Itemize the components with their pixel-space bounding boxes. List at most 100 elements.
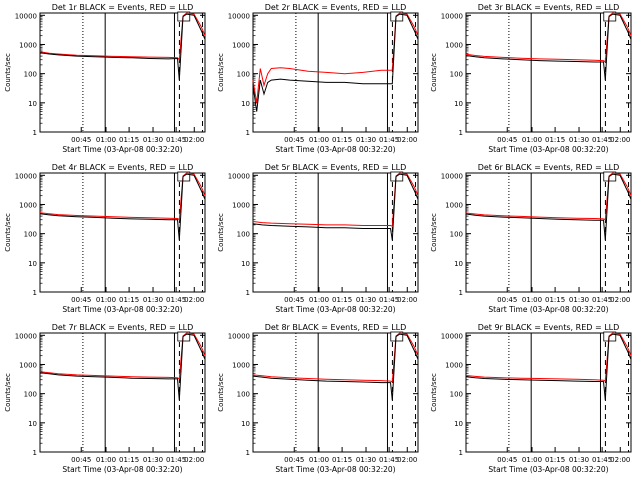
- y-tick-label: 10000: [15, 12, 37, 20]
- series-line-lld: [252, 172, 419, 227]
- x-tick-label: 01:00: [309, 456, 329, 464]
- chart-svg: Det 7r BLACK = Events, RED = LLD 1 10 100 10…: [4, 323, 206, 474]
- plot-frame: [39, 12, 206, 133]
- x-axis-label: Start Time (03-Apr-08 00:32:20): [488, 465, 608, 474]
- y-tick-label: 10000: [441, 12, 463, 20]
- series-line-lld: [252, 12, 419, 103]
- detector-panel-9: Det 9r BLACK = Events, RED = LLD 1 10 100 10…: [426, 320, 639, 480]
- y-tick-label: 100: [237, 391, 250, 399]
- y-tick-label: 10: [454, 260, 463, 268]
- series-line-lld: [465, 12, 632, 63]
- detector-panel-1: Det 1r BLACK = Events, RED = LLD 1 10 100 10…: [0, 0, 213, 160]
- series-line-events: [465, 173, 632, 241]
- x-tick-label: 02:00: [397, 456, 417, 464]
- y-tick-label: 1000: [19, 41, 37, 49]
- x-axis-label: Start Time (03-Apr-08 00:32:20): [275, 145, 395, 154]
- x-axis-label: Start Time (03-Apr-08 00:32:20): [275, 305, 395, 314]
- series-line-events: [465, 333, 632, 401]
- y-tick-label: 10: [241, 100, 250, 108]
- y-axis-label: Counts/sec: [217, 213, 225, 252]
- detector-panel-8: Det 8r BLACK = Events, RED = LLD 1 10 100 10…: [213, 320, 426, 480]
- x-tick-label: 02:00: [610, 456, 630, 464]
- chart-title: Det 3r BLACK = Events, RED = LLD: [478, 3, 620, 12]
- x-tick-label: 02:00: [610, 296, 630, 304]
- x-tick-label: 01:15: [332, 296, 352, 304]
- y-axis-label: Counts/sec: [430, 53, 438, 92]
- x-tick-label: 02:00: [397, 296, 417, 304]
- chart-title: Det 9r BLACK = Events, RED = LLD: [478, 323, 620, 332]
- y-tick-label: 100: [24, 391, 37, 399]
- x-axis-label: Start Time (03-Apr-08 00:32:20): [275, 465, 395, 474]
- x-tick-label: 01:45: [166, 296, 186, 304]
- x-tick-label: 01:00: [96, 456, 116, 464]
- x-tick-label: 01:45: [166, 456, 186, 464]
- x-tick-label: 01:00: [522, 296, 542, 304]
- y-tick-label: 100: [450, 391, 463, 399]
- x-axis-label: Start Time (03-Apr-08 00:32:20): [488, 305, 608, 314]
- x-tick-label: 00:45: [284, 296, 304, 304]
- x-tick-label: 01:30: [143, 136, 163, 144]
- y-axis-label: Counts/sec: [4, 373, 12, 412]
- x-tick-label: 01:45: [379, 456, 399, 464]
- x-tick-label: 01:00: [309, 296, 329, 304]
- y-tick-label: 10000: [15, 172, 37, 180]
- y-tick-label: 1000: [19, 201, 37, 209]
- x-tick-label: 01:45: [592, 136, 612, 144]
- x-tick-label: 01:00: [96, 296, 116, 304]
- detector-panel-6: Det 6r BLACK = Events, RED = LLD 1 10 100 10…: [426, 160, 639, 320]
- x-tick-label: 00:45: [284, 456, 304, 464]
- y-axis-label: Counts/sec: [4, 213, 12, 252]
- series-line-events: [39, 333, 206, 401]
- x-tick-label: 00:45: [497, 136, 517, 144]
- x-tick-label: 01:15: [332, 456, 352, 464]
- y-tick-label: 10000: [228, 332, 250, 340]
- x-tick-label: 01:15: [119, 136, 139, 144]
- y-tick-label: 10000: [228, 172, 250, 180]
- detector-panel-2: Det 2r BLACK = Events, RED = LLD 1 10 100 10…: [213, 0, 426, 160]
- y-tick-label: 1000: [445, 41, 463, 49]
- plot-frame: [465, 332, 632, 453]
- chart-title: Det 2r BLACK = Events, RED = LLD: [265, 3, 407, 12]
- x-tick-label: 01:30: [569, 136, 589, 144]
- y-tick-label: 10: [454, 100, 463, 108]
- x-tick-label: 00:45: [497, 456, 517, 464]
- x-tick-label: 01:30: [143, 296, 163, 304]
- plot-frame: [465, 12, 632, 133]
- y-tick-label: 1000: [232, 361, 250, 369]
- x-tick-label: 01:15: [332, 136, 352, 144]
- series-line-lld: [39, 172, 206, 221]
- x-tick-label: 01:15: [545, 136, 565, 144]
- x-tick-label: 01:45: [592, 296, 612, 304]
- x-tick-label: 00:45: [71, 136, 91, 144]
- chart-title: Det 1r BLACK = Events, RED = LLD: [52, 3, 194, 12]
- chart-svg: Det 8r BLACK = Events, RED = LLD 1 10 100 10…: [217, 323, 419, 474]
- series-line-events: [252, 13, 419, 112]
- y-axis-label: Counts/sec: [430, 213, 438, 252]
- chart-title: Det 8r BLACK = Events, RED = LLD: [265, 323, 407, 332]
- y-tick-label: 10000: [441, 332, 463, 340]
- y-tick-label: 10000: [15, 332, 37, 340]
- chart-svg: Det 2r BLACK = Events, RED = LLD 1 10 100 10…: [217, 3, 419, 154]
- x-tick-label: 00:45: [71, 296, 91, 304]
- x-tick-label: 01:00: [96, 136, 116, 144]
- y-tick-label: 1000: [19, 361, 37, 369]
- y-tick-label: 100: [24, 231, 37, 239]
- plot-frame: [39, 172, 206, 293]
- detector-panel-7: Det 7r BLACK = Events, RED = LLD 1 10 100 10…: [0, 320, 213, 480]
- y-tick-label: 10000: [441, 172, 463, 180]
- plot-frame: [252, 172, 419, 293]
- y-tick-label: 1: [246, 129, 250, 137]
- y-axis-label: Counts/sec: [430, 373, 438, 412]
- y-tick-label: 100: [450, 71, 463, 79]
- y-tick-label: 1: [33, 289, 37, 297]
- x-tick-label: 01:00: [522, 136, 542, 144]
- y-tick-label: 1000: [232, 41, 250, 49]
- x-tick-label: 01:15: [119, 456, 139, 464]
- detector-panel-4: Det 4r BLACK = Events, RED = LLD 1 10 100 10…: [0, 160, 213, 320]
- series-line-lld: [39, 332, 206, 380]
- plot-frame: [39, 332, 206, 453]
- chart-svg: Det 5r BLACK = Events, RED = LLD 1 10 100 10…: [217, 163, 419, 314]
- series-line-events: [252, 333, 419, 401]
- x-tick-label: 01:30: [143, 456, 163, 464]
- y-tick-label: 100: [24, 71, 37, 79]
